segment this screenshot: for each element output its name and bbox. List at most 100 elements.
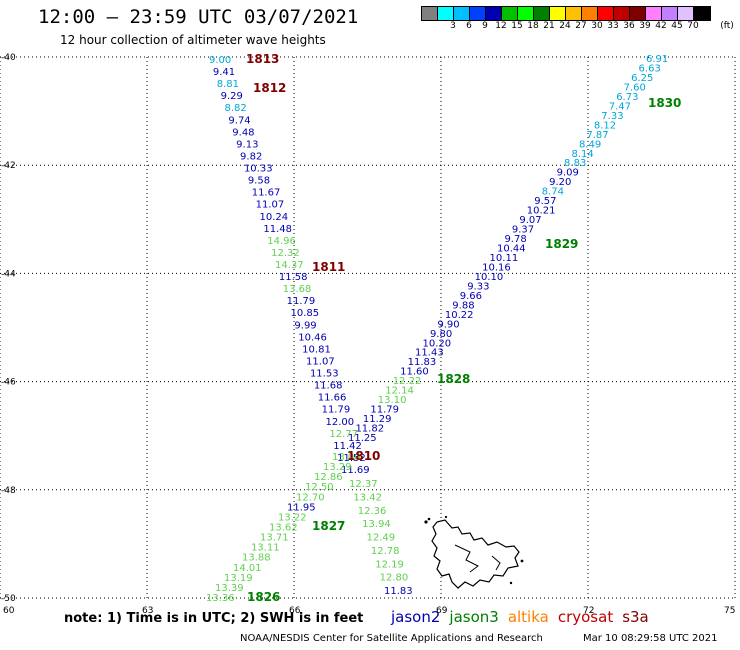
swh-value: 11.48 bbox=[263, 224, 292, 235]
swh-value: 9.57 bbox=[534, 196, 556, 207]
swh-value: 11.53 bbox=[310, 369, 339, 380]
swh-value: 11.25 bbox=[348, 433, 377, 444]
swh-value: 11.42 bbox=[333, 441, 362, 452]
swh-value: 9.80 bbox=[430, 329, 452, 340]
satellite-name-altika: altika bbox=[507, 608, 549, 626]
swh-value: 10.21 bbox=[527, 206, 556, 217]
color-swatch bbox=[422, 7, 438, 20]
pass-number: 1827 bbox=[312, 519, 345, 533]
color-swatch bbox=[630, 7, 646, 20]
swh-value: 14.96 bbox=[267, 236, 296, 247]
swh-value: 10.20 bbox=[423, 338, 452, 349]
satellite-legend: jason2 jason3 altika cryosat s3a bbox=[391, 608, 658, 626]
swh-value: 11.43 bbox=[415, 348, 444, 359]
swh-value: 11.83 bbox=[384, 586, 413, 597]
swh-value: 9.13 bbox=[236, 139, 258, 150]
swh-value: 10.10 bbox=[475, 272, 504, 283]
color-swatch bbox=[614, 7, 630, 20]
swh-value: 12.37 bbox=[349, 479, 378, 490]
swh-value: 8.81 bbox=[217, 79, 239, 90]
color-scale-label: 33 bbox=[607, 21, 619, 31]
swh-value: 10.11 bbox=[490, 253, 519, 264]
swh-value: 12.78 bbox=[371, 546, 400, 557]
swh-value: 9.82 bbox=[240, 151, 262, 162]
swh-value: 8.83 bbox=[564, 158, 586, 169]
swh-value: 7.33 bbox=[601, 111, 623, 122]
longitude-tick-label: 60 bbox=[3, 606, 15, 616]
swh-value: 11.07 bbox=[256, 200, 285, 211]
color-scale-labels: 3 6 9 12 15 18 21 24 27 30 33 36 39 42 45 70 (ft) bbox=[421, 21, 740, 35]
swh-value: 9.20 bbox=[549, 177, 571, 188]
swh-value: 13.42 bbox=[353, 492, 382, 503]
swh-value: 11.95 bbox=[287, 502, 316, 513]
swh-value: 13.11 bbox=[251, 543, 280, 554]
swh-value: 14.01 bbox=[233, 563, 262, 574]
swh-value: 11.58 bbox=[279, 272, 308, 283]
swh-value: 12.86 bbox=[314, 472, 343, 483]
longitude-tick-label: 75 bbox=[724, 606, 735, 616]
color-scale-label: 45 bbox=[671, 21, 683, 31]
color-scale-label: 21 bbox=[543, 21, 555, 31]
longitude-tick-label: 66 bbox=[289, 606, 301, 616]
swh-value: 11.79 bbox=[287, 296, 316, 307]
swh-value: 7.47 bbox=[609, 101, 631, 112]
generated-timestamp: Mar 10 08:29:58 UTC 2021 bbox=[583, 633, 718, 644]
swh-value: 12.77 bbox=[329, 429, 358, 440]
satellite-name-jason3: jason3 bbox=[449, 608, 499, 626]
swh-track-labels: 9.009.418.819.298.829.749.489.139.82 10.3… bbox=[206, 54, 668, 604]
color-swatch bbox=[470, 7, 486, 20]
swh-value: 12.14 bbox=[385, 386, 414, 397]
swh-value: 9.07 bbox=[519, 215, 541, 226]
swh-value: 11.07 bbox=[306, 356, 335, 367]
swh-value: 10.81 bbox=[302, 344, 331, 355]
islet bbox=[509, 581, 513, 585]
swh-value: 11.83 bbox=[408, 357, 437, 368]
latitude-tick-label: -50 bbox=[1, 594, 16, 604]
swh-value: 12.19 bbox=[375, 559, 404, 570]
swh-value: 11.79 bbox=[370, 405, 399, 416]
swh-value: 9.09 bbox=[557, 168, 579, 179]
color-swatch bbox=[518, 7, 534, 20]
color-swatch bbox=[438, 7, 454, 20]
swh-value: 9.33 bbox=[467, 281, 489, 292]
swh-value: 13.36 bbox=[206, 593, 235, 604]
swh-value: 9.78 bbox=[504, 234, 526, 245]
swh-value: 12.36 bbox=[358, 506, 387, 517]
swh-value: 9.58 bbox=[248, 176, 270, 187]
swh-value: 9.90 bbox=[437, 319, 459, 330]
color-scale-unit: (ft) bbox=[720, 21, 734, 31]
swh-value: 12.80 bbox=[380, 573, 409, 584]
color-scale-label: 3 bbox=[450, 21, 456, 31]
swh-value: 8.12 bbox=[594, 120, 616, 131]
swh-value: 13.10 bbox=[378, 395, 407, 406]
swh-value: 10.85 bbox=[291, 308, 320, 319]
swh-value: 9.99 bbox=[294, 320, 316, 331]
swh-value: 14.37 bbox=[275, 260, 304, 271]
swh-value: 9.41 bbox=[213, 67, 235, 78]
swh-value: 8.49 bbox=[579, 139, 601, 150]
swh-value: 12.70 bbox=[296, 492, 325, 503]
swh-value: 13.88 bbox=[242, 553, 271, 564]
swh-value: 9.88 bbox=[452, 300, 474, 311]
pass-number: 1826 bbox=[247, 590, 280, 604]
swh-value: 12.49 bbox=[367, 533, 396, 544]
swh-value: 13.71 bbox=[260, 533, 289, 544]
swh-value: 10.33 bbox=[244, 164, 273, 175]
swh-value: 8.74 bbox=[542, 187, 564, 198]
swh-value: 11.60 bbox=[400, 367, 429, 378]
swh-value: 6.73 bbox=[616, 92, 638, 103]
color-scale-label: 9 bbox=[482, 21, 488, 31]
color-scale-label: 12 bbox=[495, 21, 507, 31]
island-bay bbox=[454, 544, 479, 573]
swh-value: 6.63 bbox=[639, 63, 661, 74]
color-swatch bbox=[534, 7, 550, 20]
latitude-tick-label: -46 bbox=[1, 378, 16, 388]
islet bbox=[444, 515, 448, 519]
color-swatch bbox=[566, 7, 582, 20]
color-scale-label: 6 bbox=[466, 21, 472, 31]
color-scale-label: 27 bbox=[575, 21, 587, 31]
longitude-tick-label: 63 bbox=[142, 606, 153, 616]
pass-number: 1813 bbox=[246, 52, 279, 66]
swh-value: 6.91 bbox=[646, 54, 668, 65]
swh-value: 11.69 bbox=[341, 465, 370, 476]
